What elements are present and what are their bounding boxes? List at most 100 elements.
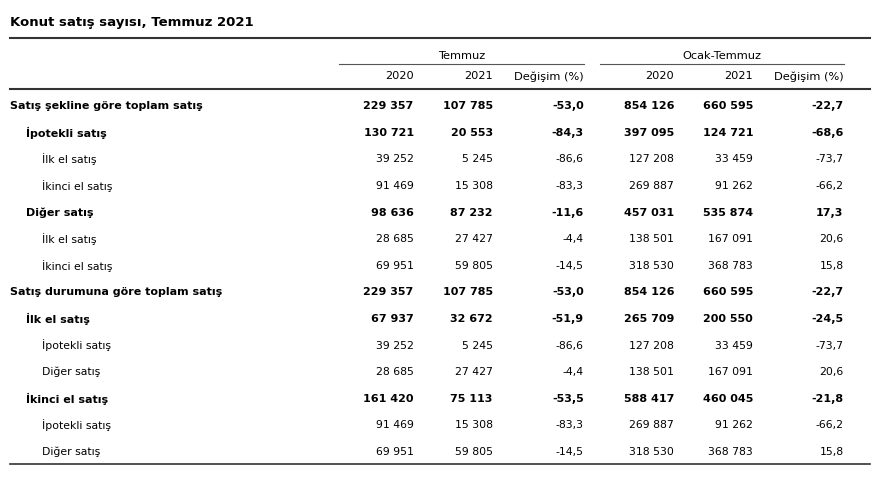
Text: 98 636: 98 636: [370, 207, 414, 218]
Text: 17,3: 17,3: [816, 207, 844, 218]
Text: 130 721: 130 721: [363, 128, 414, 138]
Text: 2021: 2021: [464, 71, 493, 81]
Text: -51,9: -51,9: [552, 314, 583, 324]
Text: 20,6: 20,6: [819, 367, 844, 377]
Text: 660 595: 660 595: [703, 101, 753, 111]
Text: -66,2: -66,2: [816, 420, 844, 430]
Text: 127 208: 127 208: [629, 154, 674, 164]
Text: İpotekli satış: İpotekli satış: [41, 419, 111, 431]
Text: 5 245: 5 245: [462, 341, 493, 350]
Text: İpotekli satış: İpotekli satış: [41, 340, 111, 351]
Text: 318 530: 318 530: [629, 261, 674, 271]
Text: İlk el satış: İlk el satış: [26, 313, 90, 325]
Text: -86,6: -86,6: [556, 341, 583, 350]
Text: Konut satış sayısı, Temmuz 2021: Konut satış sayısı, Temmuz 2021: [11, 16, 253, 29]
Text: -53,0: -53,0: [552, 101, 583, 111]
Text: 229 357: 229 357: [363, 101, 414, 111]
Text: 127 208: 127 208: [629, 341, 674, 350]
Text: -53,0: -53,0: [552, 287, 583, 297]
Text: 138 501: 138 501: [629, 234, 674, 244]
Text: 91 262: 91 262: [715, 420, 753, 430]
Text: 535 874: 535 874: [703, 207, 753, 218]
Text: 15 308: 15 308: [455, 181, 493, 191]
Text: İkinci el satış: İkinci el satış: [41, 180, 112, 192]
Text: 5 245: 5 245: [462, 154, 493, 164]
Text: 265 709: 265 709: [624, 314, 674, 324]
Text: 91 469: 91 469: [376, 181, 414, 191]
Text: Diğer satış: Diğer satış: [41, 446, 100, 457]
Text: 59 805: 59 805: [455, 447, 493, 457]
Text: 87 232: 87 232: [451, 207, 493, 218]
Text: -66,2: -66,2: [816, 181, 844, 191]
Text: 59 805: 59 805: [455, 261, 493, 271]
Text: 107 785: 107 785: [443, 287, 493, 297]
Text: -73,7: -73,7: [816, 341, 844, 350]
Text: 39 252: 39 252: [376, 154, 414, 164]
Text: -86,6: -86,6: [556, 154, 583, 164]
Text: 660 595: 660 595: [703, 287, 753, 297]
Text: -14,5: -14,5: [556, 447, 583, 457]
Text: Satış şekline göre toplam satış: Satış şekline göre toplam satış: [11, 101, 203, 111]
Text: 69 951: 69 951: [376, 261, 414, 271]
Text: 269 887: 269 887: [629, 181, 674, 191]
Text: 167 091: 167 091: [708, 234, 753, 244]
Text: 32 672: 32 672: [450, 314, 493, 324]
Text: 368 783: 368 783: [708, 447, 753, 457]
Text: Ocak-Temmuz: Ocak-Temmuz: [682, 50, 761, 60]
Text: 28 685: 28 685: [376, 367, 414, 377]
Text: -73,7: -73,7: [816, 154, 844, 164]
Text: 69 951: 69 951: [376, 447, 414, 457]
Text: 2021: 2021: [724, 71, 753, 81]
Text: 75 113: 75 113: [451, 394, 493, 403]
Text: -22,7: -22,7: [811, 287, 844, 297]
Text: 15,8: 15,8: [819, 447, 844, 457]
Text: -83,3: -83,3: [556, 181, 583, 191]
Text: Satış durumuna göre toplam satış: Satış durumuna göre toplam satış: [11, 287, 223, 297]
Text: 28 685: 28 685: [376, 234, 414, 244]
Text: -22,7: -22,7: [811, 101, 844, 111]
Text: 27 427: 27 427: [455, 234, 493, 244]
Text: 318 530: 318 530: [629, 447, 674, 457]
Text: -24,5: -24,5: [811, 314, 844, 324]
Text: 167 091: 167 091: [708, 367, 753, 377]
Text: 229 357: 229 357: [363, 287, 414, 297]
Text: İpotekli satış: İpotekli satış: [26, 127, 106, 139]
Text: 854 126: 854 126: [624, 287, 674, 297]
Text: 2020: 2020: [385, 71, 414, 81]
Text: 161 420: 161 420: [363, 394, 414, 403]
Text: 20 553: 20 553: [451, 128, 493, 138]
Text: -14,5: -14,5: [556, 261, 583, 271]
Text: Değişim (%): Değişim (%): [774, 71, 844, 82]
Text: 39 252: 39 252: [376, 341, 414, 350]
Text: Değişim (%): Değişim (%): [514, 71, 583, 82]
Text: 20,6: 20,6: [819, 234, 844, 244]
Text: 67 937: 67 937: [371, 314, 414, 324]
Text: 91 469: 91 469: [376, 420, 414, 430]
Text: 15,8: 15,8: [819, 261, 844, 271]
Text: 269 887: 269 887: [629, 420, 674, 430]
Text: Temmuz: Temmuz: [438, 50, 485, 60]
Text: 91 262: 91 262: [715, 181, 753, 191]
Text: İkinci el satış: İkinci el satış: [26, 393, 108, 405]
Text: 460 045: 460 045: [703, 394, 753, 403]
Text: -68,6: -68,6: [811, 128, 844, 138]
Text: 107 785: 107 785: [443, 101, 493, 111]
Text: 200 550: 200 550: [703, 314, 753, 324]
Text: 124 721: 124 721: [702, 128, 753, 138]
Text: 138 501: 138 501: [629, 367, 674, 377]
Text: 33 459: 33 459: [715, 154, 753, 164]
Text: -83,3: -83,3: [556, 420, 583, 430]
Text: 397 095: 397 095: [624, 128, 674, 138]
Text: -53,5: -53,5: [552, 394, 583, 403]
Text: 457 031: 457 031: [624, 207, 674, 218]
Text: İlk el satış: İlk el satış: [41, 153, 96, 165]
Text: Diğer satış: Diğer satış: [41, 367, 100, 377]
Text: İlk el satış: İlk el satış: [41, 233, 96, 245]
Text: 27 427: 27 427: [455, 367, 493, 377]
Text: 368 783: 368 783: [708, 261, 753, 271]
Text: 33 459: 33 459: [715, 341, 753, 350]
Text: Diğer satış: Diğer satış: [26, 207, 93, 218]
Text: -21,8: -21,8: [811, 394, 844, 403]
Text: 15 308: 15 308: [455, 420, 493, 430]
Text: -4,4: -4,4: [562, 367, 583, 377]
